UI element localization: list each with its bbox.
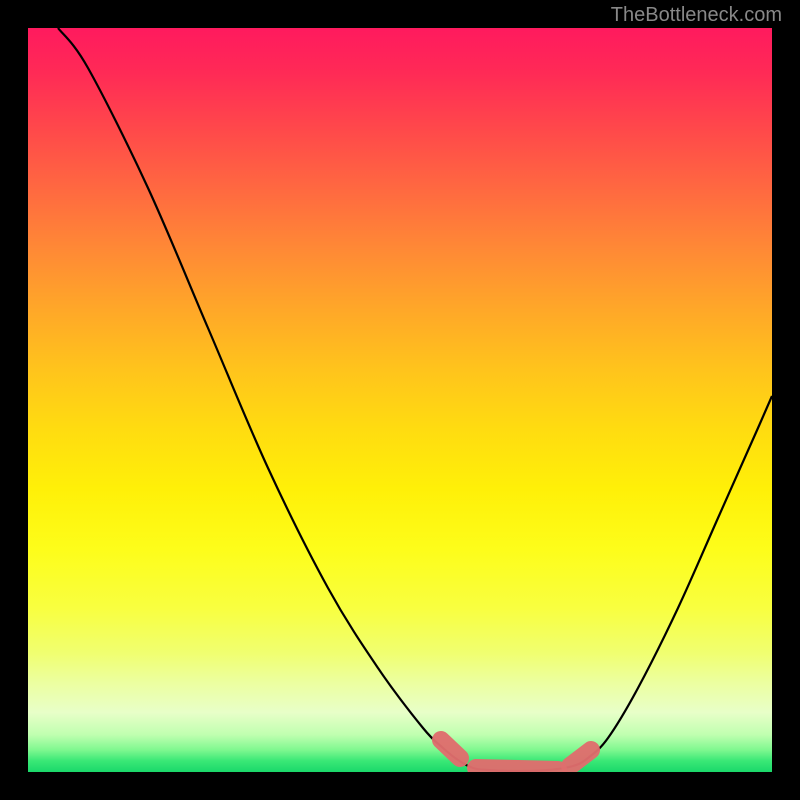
capsule-segment-1 — [476, 768, 558, 770]
chart-svg — [28, 28, 772, 772]
bottleneck-highlight-capsules — [441, 740, 591, 770]
performance-curve-line — [58, 28, 772, 771]
capsule-segment-2 — [570, 750, 591, 766]
capsule-segment-0 — [441, 740, 460, 758]
chart-plot-area — [28, 28, 772, 772]
watermark-text: TheBottleneck.com — [611, 4, 782, 27]
